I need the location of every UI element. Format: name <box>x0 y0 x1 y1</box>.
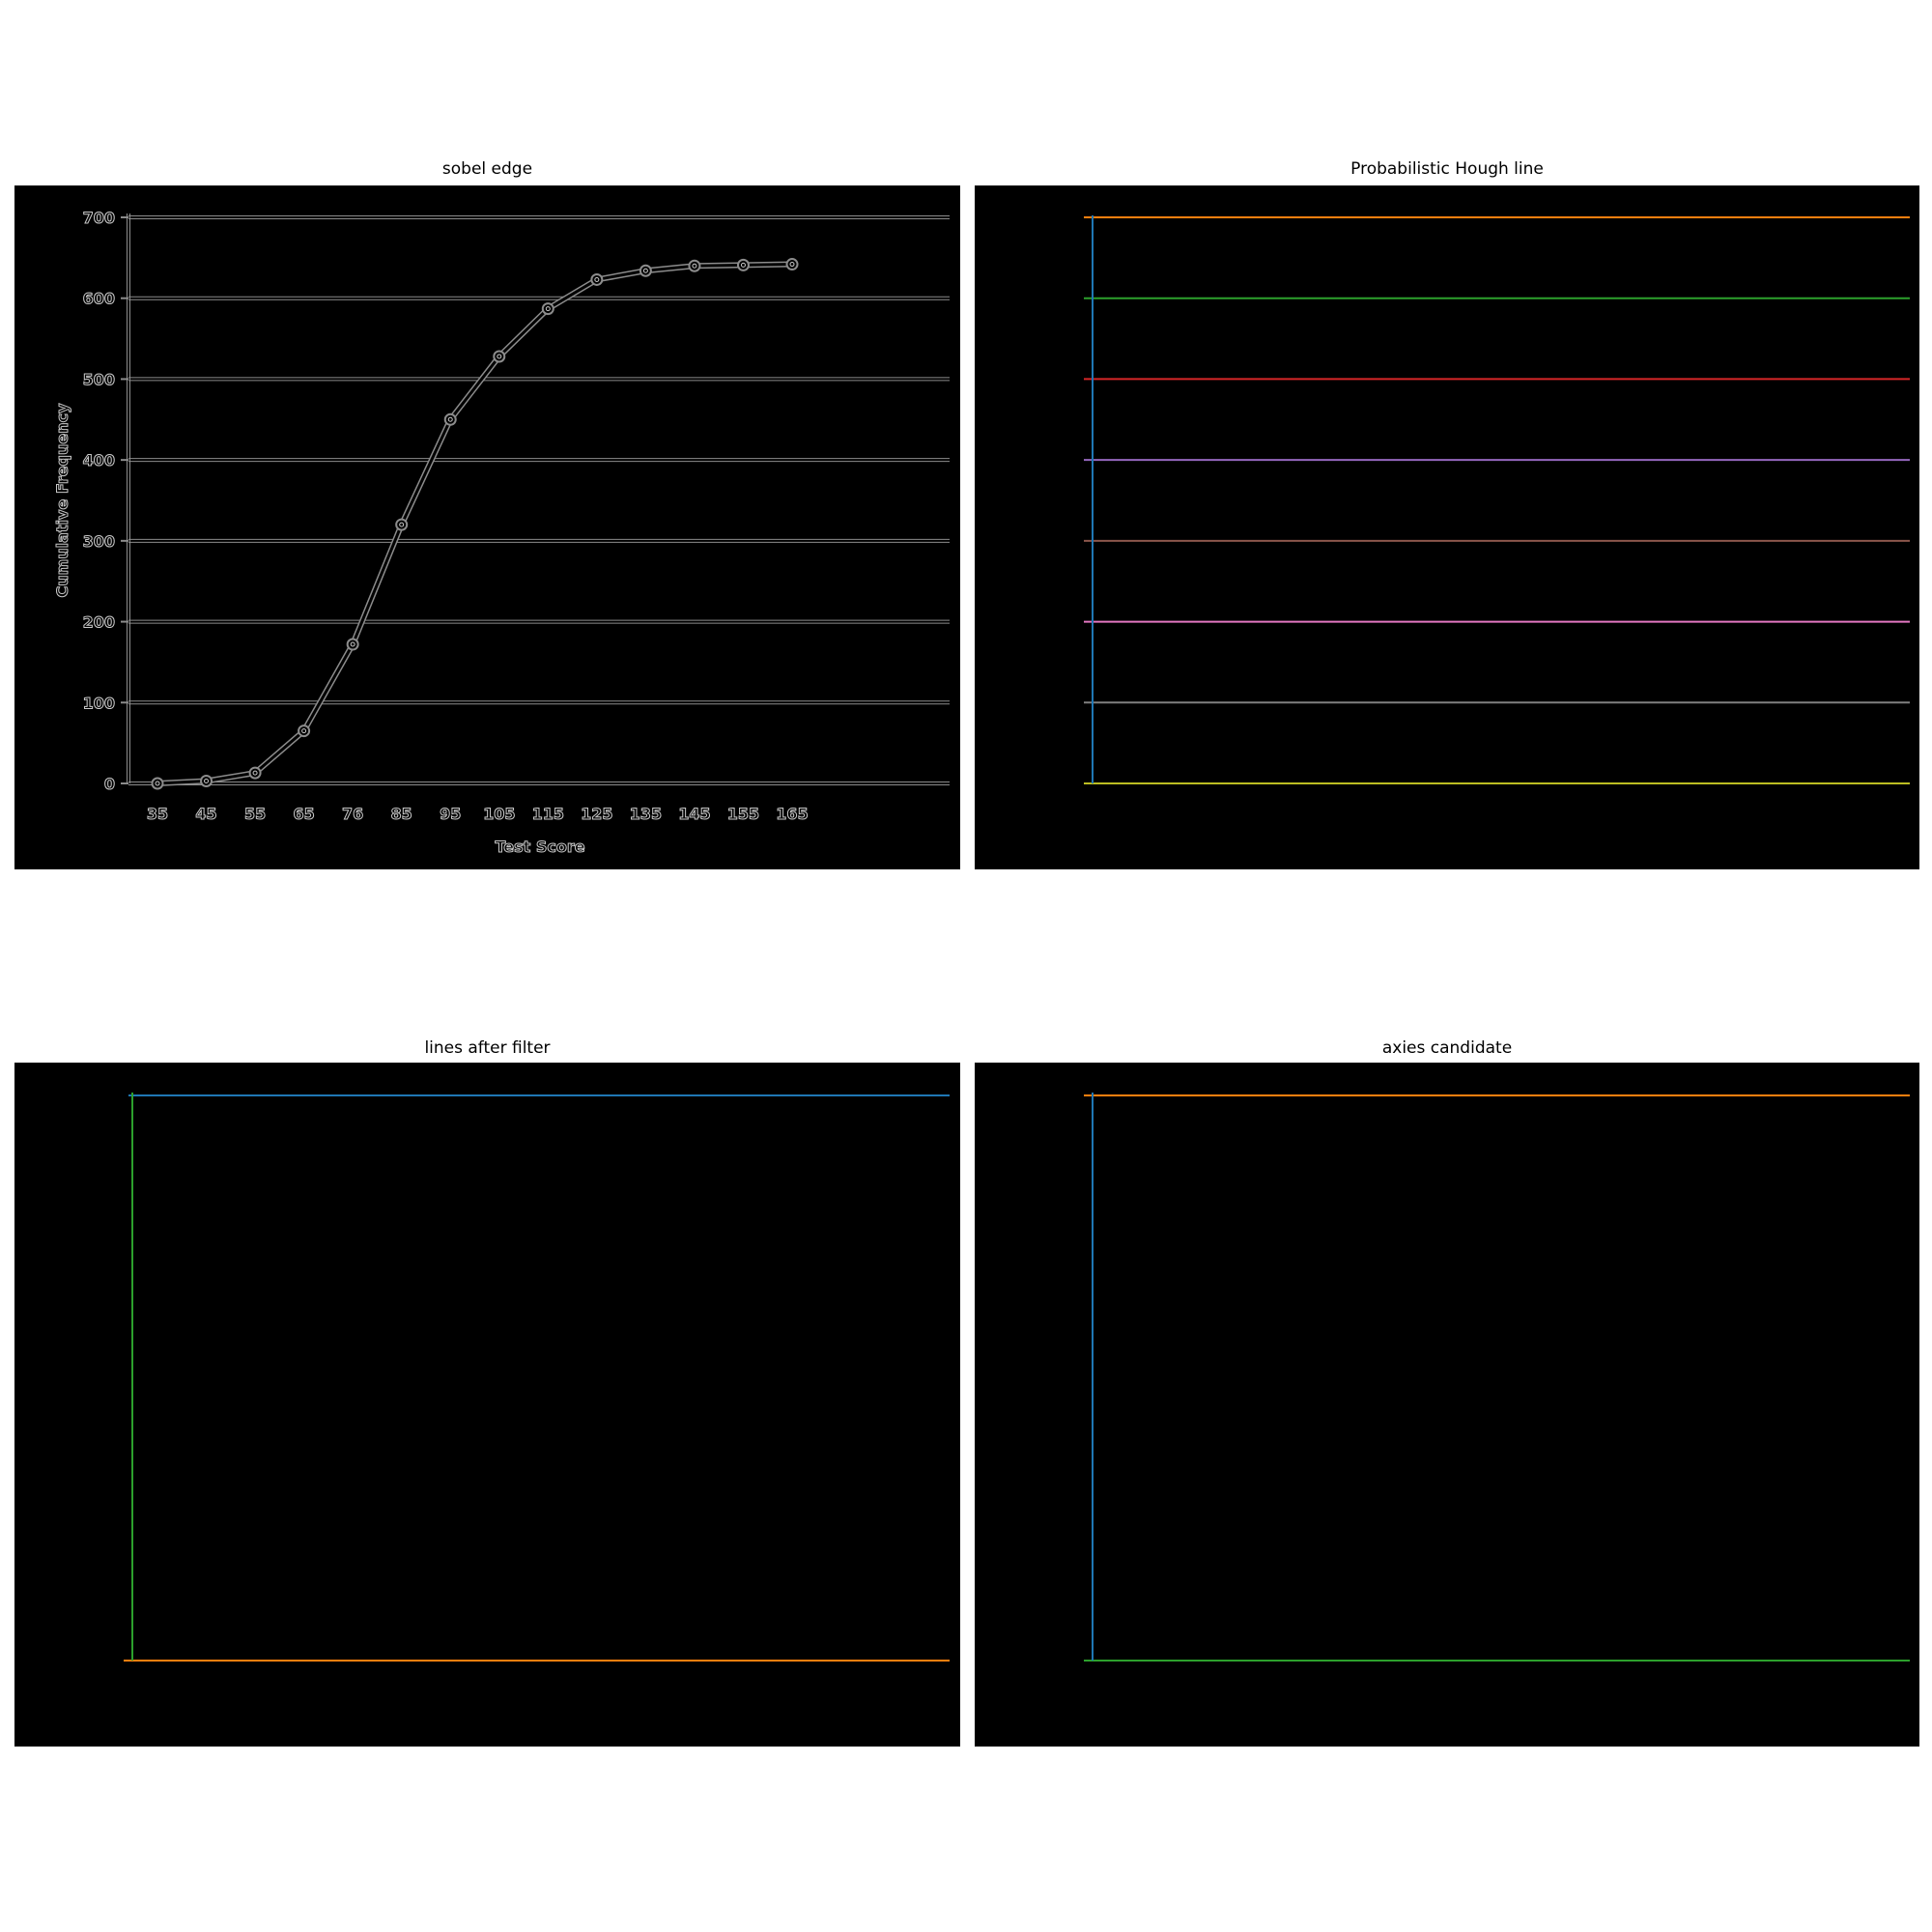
axes-candidate-plot <box>1084 1093 1910 1662</box>
data-point-core-45 <box>204 778 210 783</box>
panel-title-sobel: sobel edge <box>441 159 533 179</box>
data-point-76 <box>346 638 359 651</box>
y-tick-label-600: 600 <box>83 290 115 308</box>
x-tick-label-105: 105 <box>483 805 515 823</box>
sobel-edge-panel: 0 100 200 300 400 500 600 700 35 45 55 65 76 85 95 105 1… <box>14 185 960 869</box>
x-tick-label-135: 135 <box>630 805 662 823</box>
data-point-145 <box>688 259 701 272</box>
y-tick-label-0: 0 <box>104 775 115 793</box>
data-point-125 <box>590 272 604 286</box>
data-point-core-105 <box>497 354 502 359</box>
data-point-155 <box>736 258 750 271</box>
hough-line-plot <box>1084 215 1910 784</box>
data-point-core-165 <box>789 262 795 268</box>
y-tick-label-300: 300 <box>83 532 115 551</box>
x-tick-label-125: 125 <box>581 805 612 823</box>
data-point-115 <box>541 302 554 316</box>
x-tick-label-65: 65 <box>293 805 314 823</box>
data-point-core-85 <box>399 522 405 527</box>
series-line-outline <box>156 261 793 786</box>
axes-candidate-panel <box>975 1063 1919 1747</box>
data-point-85 <box>395 518 409 531</box>
data-point-core-155 <box>740 262 746 268</box>
y-tick-label-500: 500 <box>83 370 115 388</box>
data-point-core-145 <box>692 263 697 269</box>
panel-title-filter: lines after filter <box>424 1038 551 1058</box>
x-tick-label-115: 115 <box>532 805 564 823</box>
filtered-lines-panel <box>14 1063 960 1747</box>
data-point-core-115 <box>545 306 551 312</box>
data-point-core-125 <box>594 276 600 282</box>
x-tick-label-95: 95 <box>440 805 461 823</box>
data-point-105 <box>493 350 506 363</box>
panel-title-hough: Probabilistic Hough line <box>1350 159 1544 179</box>
y-tick-label-700: 700 <box>83 209 115 227</box>
data-point-95 <box>443 412 457 426</box>
filtered-lines-plot <box>124 1093 950 1662</box>
x-tick-label-165: 165 <box>776 805 808 823</box>
x-tick-label-45: 45 <box>195 805 216 823</box>
data-point-55 <box>248 766 262 780</box>
hough-line-panel <box>975 185 1919 869</box>
x-tick-label-35: 35 <box>147 805 168 823</box>
data-point-45 <box>200 774 213 787</box>
x-tick-label-76: 76 <box>342 805 363 823</box>
x-tick-label-155: 155 <box>727 805 759 823</box>
y-tick-label-200: 200 <box>83 613 115 632</box>
data-point-core-76 <box>350 641 355 647</box>
data-point-core-135 <box>642 268 648 273</box>
x-axis-title: Test Score <box>495 838 584 856</box>
sobel-edge-chart: 0 100 200 300 400 500 600 700 35 45 55 65 76 85 95 105 1… <box>53 209 950 857</box>
panel-title-axes: axies candidate <box>1381 1038 1513 1058</box>
x-tick-label-145: 145 <box>678 805 710 823</box>
data-point-core-95 <box>447 416 453 422</box>
data-point-35 <box>151 777 164 790</box>
data-point-core-65 <box>301 728 307 734</box>
data-point-65 <box>298 724 311 738</box>
x-tick-label-55: 55 <box>244 805 266 823</box>
data-point-165 <box>785 258 799 271</box>
data-point-core-35 <box>155 781 160 786</box>
y-tick-label-400: 400 <box>83 451 115 469</box>
series-line <box>156 263 793 785</box>
x-tick-label-85: 85 <box>391 805 412 823</box>
data-point-core-55 <box>252 770 258 776</box>
data-point-135 <box>639 264 652 277</box>
y-tick-label-100: 100 <box>83 694 115 712</box>
y-axis-title: Cumulative Frequency <box>53 403 71 598</box>
